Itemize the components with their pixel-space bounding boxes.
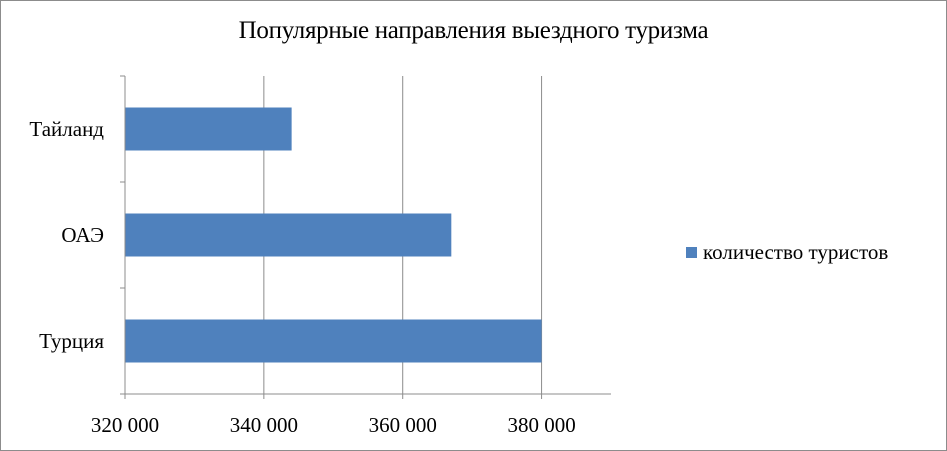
legend: количество туристов [686,240,888,265]
legend-swatch [686,247,697,258]
x-tick-label: 320 000 [91,413,159,437]
bar-1 [125,107,292,151]
x-tick-label: 380 000 [507,413,575,437]
x-tick-label: 340 000 [230,413,298,437]
category-label-2: ОАЭ [61,223,104,247]
category-label-1: Тайланд [29,117,104,141]
x-tick-label: 360 000 [369,413,437,437]
chart-title: Популярные направления выездного туризма [238,17,709,44]
bar-2 [125,213,452,257]
bar-3 [125,319,542,363]
category-label-3: Турция [39,329,104,353]
legend-label: количество туристов [703,240,889,264]
